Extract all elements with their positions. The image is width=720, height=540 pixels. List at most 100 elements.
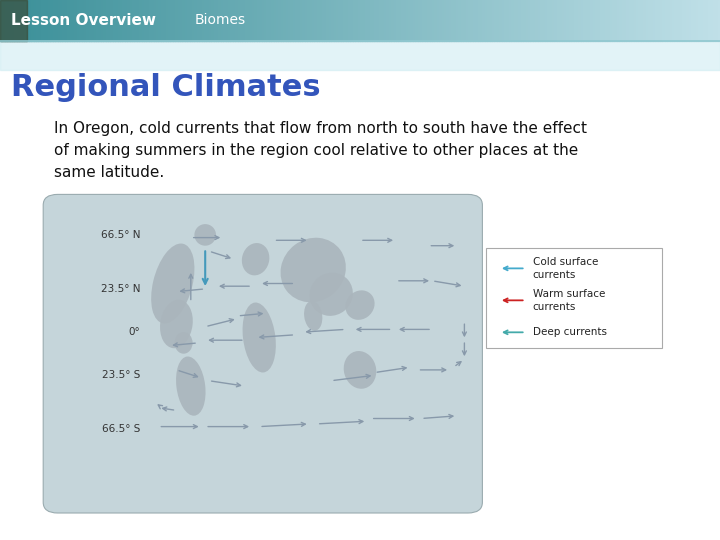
Bar [12, 0, 14, 40]
Bar [377, 0, 379, 40]
Bar [482, 0, 485, 40]
Bar [63, 0, 65, 40]
Ellipse shape [310, 273, 353, 316]
Bar [480, 0, 482, 40]
Bar [547, 0, 549, 40]
Bar [518, 0, 521, 40]
Bar [571, 0, 574, 40]
Bar [358, 0, 360, 40]
Bar [108, 0, 110, 40]
Bar [562, 0, 564, 40]
Bar [94, 0, 96, 40]
Bar [499, 0, 502, 40]
Bar [343, 0, 346, 40]
Bar [351, 0, 353, 40]
Bar [281, 0, 283, 40]
Bar [161, 0, 163, 40]
Bar [158, 0, 161, 40]
Bar [675, 0, 677, 40]
Bar [369, 0, 372, 40]
Bar [274, 0, 276, 40]
Bar [446, 0, 449, 40]
Bar [365, 0, 367, 40]
Bar [139, 0, 142, 40]
Bar [41, 0, 43, 40]
Bar [29, 0, 31, 40]
Bar [552, 0, 554, 40]
Bar [549, 0, 552, 40]
Bar [132, 0, 135, 40]
Bar [19, 0, 22, 40]
Bar [336, 0, 338, 40]
Bar [125, 0, 127, 40]
Bar [216, 0, 218, 40]
Bar [353, 0, 355, 40]
Bar [509, 0, 511, 40]
Bar [711, 0, 713, 40]
Bar [605, 0, 607, 40]
Bar [490, 0, 492, 40]
Bar [374, 0, 377, 40]
Bar [235, 0, 238, 40]
Bar [60, 0, 63, 40]
Bar [413, 0, 415, 40]
Bar [178, 0, 180, 40]
Bar [526, 0, 528, 40]
Text: Cold surface
currents: Cold surface currents [533, 257, 598, 280]
Bar [502, 0, 504, 40]
Bar [569, 0, 571, 40]
Ellipse shape [174, 332, 193, 354]
Bar [449, 0, 451, 40]
Bar [261, 0, 264, 40]
Bar [307, 0, 310, 40]
Bar [432, 0, 434, 40]
Bar [346, 0, 348, 40]
Bar [293, 0, 295, 40]
Bar [470, 0, 473, 40]
Bar [588, 0, 590, 40]
Bar [180, 0, 182, 40]
Text: 0°: 0° [129, 327, 140, 337]
Bar [631, 0, 634, 40]
Bar [295, 0, 297, 40]
Bar [331, 0, 333, 40]
Bar [423, 0, 425, 40]
Bar [228, 0, 230, 40]
Bar [70, 0, 72, 40]
Bar [439, 0, 441, 40]
Bar [204, 0, 207, 40]
Bar [259, 0, 261, 40]
Text: 66.5° N: 66.5° N [101, 230, 140, 240]
Ellipse shape [160, 300, 193, 348]
Bar [43, 0, 45, 40]
Bar [151, 0, 153, 40]
Bar [403, 0, 405, 40]
Bar [17, 0, 19, 40]
Bar [45, 0, 48, 40]
Bar [0, 40, 720, 70]
Bar [2, 0, 5, 40]
Bar [266, 0, 269, 40]
Bar [110, 0, 113, 40]
Bar [245, 0, 247, 40]
Bar [103, 0, 106, 40]
Bar [655, 0, 657, 40]
Bar [653, 0, 655, 40]
Bar [703, 0, 706, 40]
Bar [626, 0, 629, 40]
Bar [146, 0, 149, 40]
Bar [603, 0, 605, 40]
Bar [305, 0, 307, 40]
Bar [333, 0, 336, 40]
Bar [329, 0, 331, 40]
Bar [698, 0, 701, 40]
Bar [660, 0, 662, 40]
Bar [665, 0, 667, 40]
Bar [427, 0, 430, 40]
Bar [252, 0, 254, 40]
Ellipse shape [343, 351, 377, 389]
Bar [614, 0, 617, 40]
Bar [166, 0, 168, 40]
Bar [106, 0, 108, 40]
Bar [194, 0, 197, 40]
